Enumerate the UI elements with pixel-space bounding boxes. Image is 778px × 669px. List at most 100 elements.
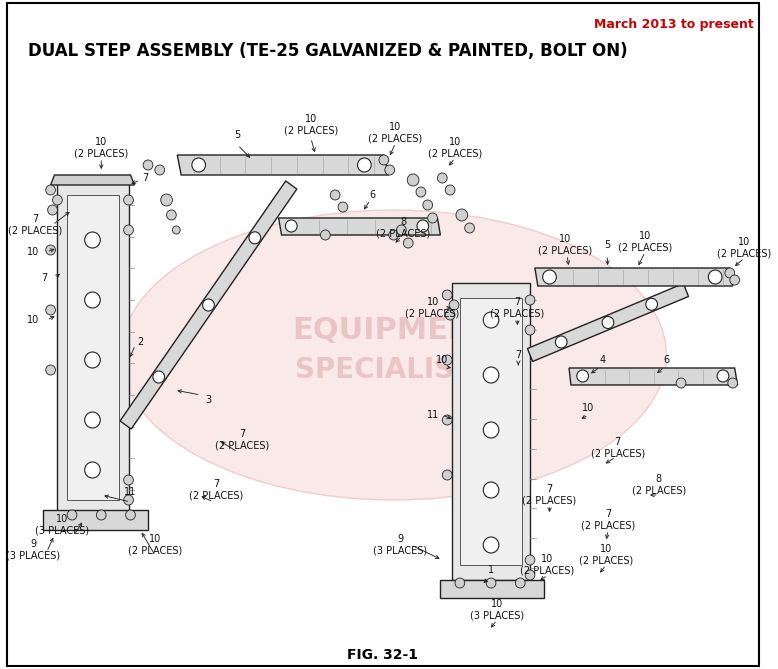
Circle shape: [125, 510, 135, 520]
Polygon shape: [535, 268, 733, 286]
Circle shape: [96, 510, 106, 520]
Circle shape: [46, 305, 55, 315]
Circle shape: [417, 220, 429, 232]
Polygon shape: [569, 368, 738, 385]
Polygon shape: [177, 155, 389, 175]
Circle shape: [717, 370, 729, 382]
Circle shape: [483, 312, 499, 328]
Circle shape: [456, 209, 468, 221]
Circle shape: [416, 187, 426, 197]
Text: 7
(2 PLACES): 7 (2 PLACES): [522, 484, 576, 506]
Text: 10
(2 PLACES): 10 (2 PLACES): [369, 122, 422, 144]
Text: 10
(2 PLACES): 10 (2 PLACES): [284, 114, 338, 136]
Polygon shape: [58, 180, 128, 515]
Circle shape: [321, 230, 330, 240]
Circle shape: [443, 470, 452, 480]
Circle shape: [85, 412, 100, 428]
Circle shape: [46, 365, 55, 375]
Circle shape: [543, 270, 556, 284]
Circle shape: [46, 245, 55, 255]
Polygon shape: [452, 283, 530, 580]
Text: 10
(3 PLACES): 10 (3 PLACES): [35, 514, 89, 536]
Circle shape: [437, 173, 447, 183]
Text: DUAL STEP ASSEMBLY (TE-25 GALVANIZED & PAINTED, BOLT ON): DUAL STEP ASSEMBLY (TE-25 GALVANIZED & P…: [28, 42, 628, 60]
Circle shape: [443, 355, 452, 365]
Polygon shape: [51, 175, 135, 185]
Text: FIG. 32-1: FIG. 32-1: [348, 648, 419, 662]
Text: 10
(3 PLACES): 10 (3 PLACES): [470, 599, 524, 621]
Circle shape: [385, 165, 394, 175]
Circle shape: [46, 185, 55, 195]
Circle shape: [422, 200, 433, 210]
Circle shape: [85, 462, 100, 478]
Text: 10: 10: [27, 247, 39, 257]
Text: 10
(2 PLACES): 10 (2 PLACES): [538, 234, 592, 256]
Text: 10
(2 PLACES): 10 (2 PLACES): [428, 137, 482, 159]
Circle shape: [483, 367, 499, 383]
Text: 5: 5: [234, 130, 241, 140]
Circle shape: [166, 210, 177, 220]
Circle shape: [124, 495, 133, 505]
Circle shape: [173, 226, 180, 234]
Text: 10
(2 PLACES): 10 (2 PLACES): [405, 297, 460, 319]
Circle shape: [124, 195, 133, 205]
Circle shape: [602, 316, 614, 328]
Circle shape: [728, 378, 738, 388]
Text: 10
(2 PLACES): 10 (2 PLACES): [128, 535, 182, 556]
Text: EQUIPMENT: EQUIPMENT: [293, 316, 495, 345]
Text: 10
(2 PLACES): 10 (2 PLACES): [579, 544, 633, 566]
Ellipse shape: [121, 210, 667, 500]
Text: 8
(2 PLACES): 8 (2 PLACES): [377, 217, 430, 239]
Polygon shape: [440, 580, 544, 598]
Text: SPECIALISTS: SPECIALISTS: [295, 356, 492, 384]
Circle shape: [85, 292, 100, 308]
Text: 10: 10: [436, 355, 448, 365]
Circle shape: [525, 570, 535, 580]
Text: 4: 4: [600, 355, 606, 365]
Text: 8
(2 PLACES): 8 (2 PLACES): [632, 474, 685, 496]
Circle shape: [676, 378, 686, 388]
Text: 10
(2 PLACES): 10 (2 PLACES): [520, 554, 575, 576]
Circle shape: [555, 336, 567, 348]
Text: 6: 6: [664, 355, 670, 365]
Circle shape: [443, 290, 452, 300]
Circle shape: [85, 232, 100, 248]
Circle shape: [53, 195, 62, 205]
Text: 9
(3 PLACES): 9 (3 PLACES): [6, 539, 60, 561]
Circle shape: [730, 275, 740, 285]
Text: 7
(2 PLACES): 7 (2 PLACES): [591, 438, 645, 459]
Text: 10: 10: [583, 403, 594, 413]
Circle shape: [161, 194, 173, 206]
Circle shape: [525, 555, 535, 565]
Text: 10
(2 PLACES): 10 (2 PLACES): [717, 237, 772, 259]
Circle shape: [389, 230, 398, 240]
Text: 7
(2 PLACES): 7 (2 PLACES): [490, 297, 545, 319]
Circle shape: [379, 155, 389, 165]
Text: 7: 7: [41, 273, 48, 283]
Circle shape: [576, 370, 588, 382]
Text: March 2013 to present: March 2013 to present: [594, 18, 754, 31]
Circle shape: [143, 160, 153, 170]
Circle shape: [483, 537, 499, 553]
Text: 7
(2 PLACES): 7 (2 PLACES): [8, 214, 62, 235]
Circle shape: [483, 422, 499, 438]
Polygon shape: [67, 195, 119, 500]
Circle shape: [338, 202, 348, 212]
Text: 7: 7: [142, 173, 149, 183]
Text: 1: 1: [488, 565, 494, 575]
Text: 11: 11: [426, 410, 439, 420]
Circle shape: [525, 325, 535, 335]
Circle shape: [330, 190, 340, 200]
Polygon shape: [120, 181, 297, 429]
Text: 7
(2 PLACES): 7 (2 PLACES): [189, 479, 244, 501]
Circle shape: [85, 352, 100, 368]
Circle shape: [403, 238, 413, 248]
Circle shape: [407, 174, 419, 186]
Text: 9
(3 PLACES): 9 (3 PLACES): [373, 535, 427, 556]
Text: 6: 6: [369, 190, 375, 200]
Text: 7
(2 PLACES): 7 (2 PLACES): [216, 429, 270, 451]
Circle shape: [358, 158, 371, 172]
Circle shape: [445, 310, 455, 320]
Text: 5: 5: [604, 240, 610, 250]
Polygon shape: [460, 298, 522, 565]
